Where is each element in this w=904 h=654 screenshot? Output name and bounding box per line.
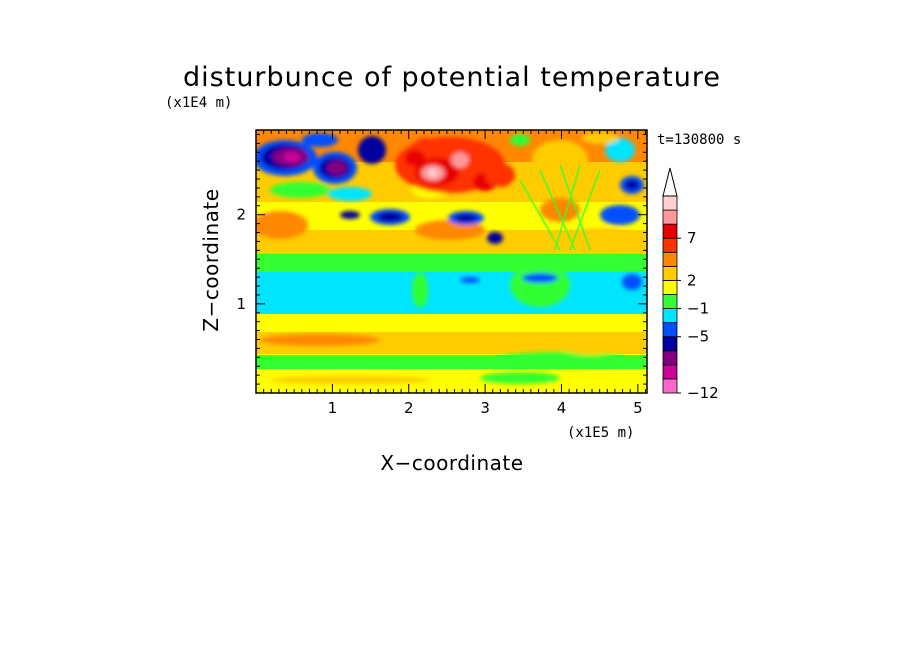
x-axis: 1 2 3 4 5 <box>263 130 646 417</box>
colorbar-label: −12 <box>687 384 719 402</box>
x-scale-label: (x1E5 m) <box>567 425 634 441</box>
x-tick-label: 5 <box>633 399 643 417</box>
time-label: t=130800 s <box>657 132 741 148</box>
x-tick-label: 4 <box>557 399 567 417</box>
colorbar-swatch <box>662 195 678 211</box>
colorbar-swatch <box>662 364 678 380</box>
y-scale-label: (x1E4 m) <box>165 95 232 111</box>
colorbar-swatch <box>662 223 678 239</box>
colorbar-swatch <box>662 265 678 281</box>
contour-field <box>256 130 647 393</box>
plot-frame <box>255 129 648 394</box>
colorbar: 7 2 −1 −5 −12 <box>662 167 719 402</box>
chart-title: disturbunce of potential temperature <box>183 62 721 93</box>
colorbar-swatch <box>662 237 678 253</box>
colorbar-swatch <box>662 308 678 324</box>
y-tick-label: 2 <box>236 206 246 224</box>
x-tick-label: 3 <box>480 399 490 417</box>
x-axis-title: X−coordinate <box>380 451 523 475</box>
x-tick-label: 1 <box>328 399 338 417</box>
colorbar-swatch <box>662 294 678 309</box>
colorbar-swatch <box>662 322 678 338</box>
colorbar-label: −5 <box>687 328 709 346</box>
colorbar-swatch <box>662 336 678 352</box>
colorbar-extend-arrow <box>662 167 678 197</box>
colorbar-swatch <box>662 251 678 267</box>
colorbar-swatch <box>662 209 678 225</box>
colorbar-swatch <box>662 280 678 295</box>
colorbar-label: 7 <box>687 229 697 247</box>
colorbar-label: 2 <box>687 271 697 289</box>
colorbar-label: −1 <box>687 300 709 318</box>
y-axis-title: Z−coordinate <box>199 188 223 331</box>
colorbar-swatch <box>662 378 678 394</box>
x-tick-label: 2 <box>404 399 414 417</box>
y-axis: 12 <box>236 133 647 385</box>
y-tick-label: 1 <box>236 295 246 313</box>
colorbar-swatch <box>662 350 678 366</box>
